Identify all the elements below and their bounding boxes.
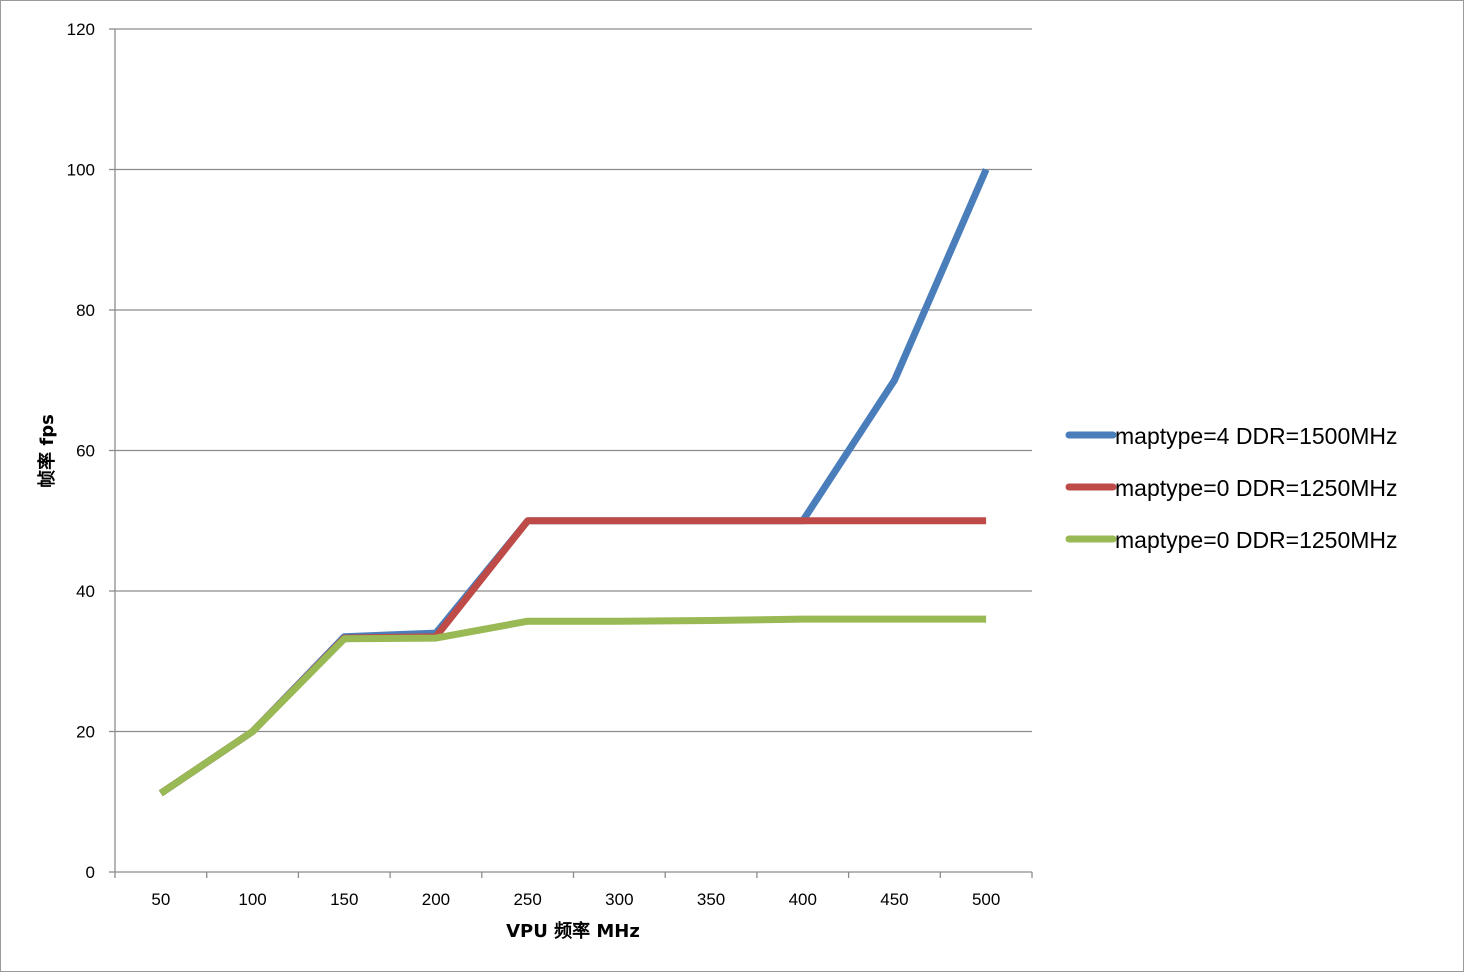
y-tick-label: 0 <box>86 863 95 882</box>
y-tick-label: 100 <box>67 161 95 180</box>
x-tick-label: 250 <box>513 890 541 909</box>
x-tick-label: 300 <box>605 890 633 909</box>
y-tick-label: 120 <box>67 20 95 39</box>
x-tick-label: 100 <box>238 890 266 909</box>
x-tick-label: 500 <box>972 890 1000 909</box>
legend: maptype=4 DDR=1500MHz maptype=0 DDR=1250M… <box>1065 423 1398 553</box>
gridlines <box>115 28 1032 733</box>
y-tick-label: 20 <box>76 723 95 742</box>
series-lines <box>158 168 990 797</box>
x-tick-label: 200 <box>422 890 450 909</box>
x-tick-label: 350 <box>697 890 725 909</box>
x-tick-label: 450 <box>880 890 908 909</box>
series-line-3 <box>158 615 987 797</box>
series-line-2 <box>158 517 987 797</box>
legend-label-2: maptype=0 DDR=1250MHz <box>1115 475 1398 501</box>
y-tick-label: 60 <box>76 442 95 461</box>
legend-label-1: maptype=4 DDR=1500MHz <box>1115 423 1398 449</box>
y-tick-label: 80 <box>76 301 95 320</box>
legend-label-3: maptype=0 DDR=1250MHz <box>1115 527 1398 553</box>
x-tick-label: 150 <box>330 890 358 909</box>
y-tick-label: 40 <box>76 582 95 601</box>
x-tick-label: 400 <box>789 890 817 909</box>
x-axis-title: VPU 频率 MHz <box>506 920 640 942</box>
y-axis-title: 帧率 fps <box>36 414 58 488</box>
x-tick-label: 50 <box>151 890 170 909</box>
axes: 0 20 40 60 80 100 120 50 100 150 200 250 300 350 400 45… <box>67 20 1033 909</box>
